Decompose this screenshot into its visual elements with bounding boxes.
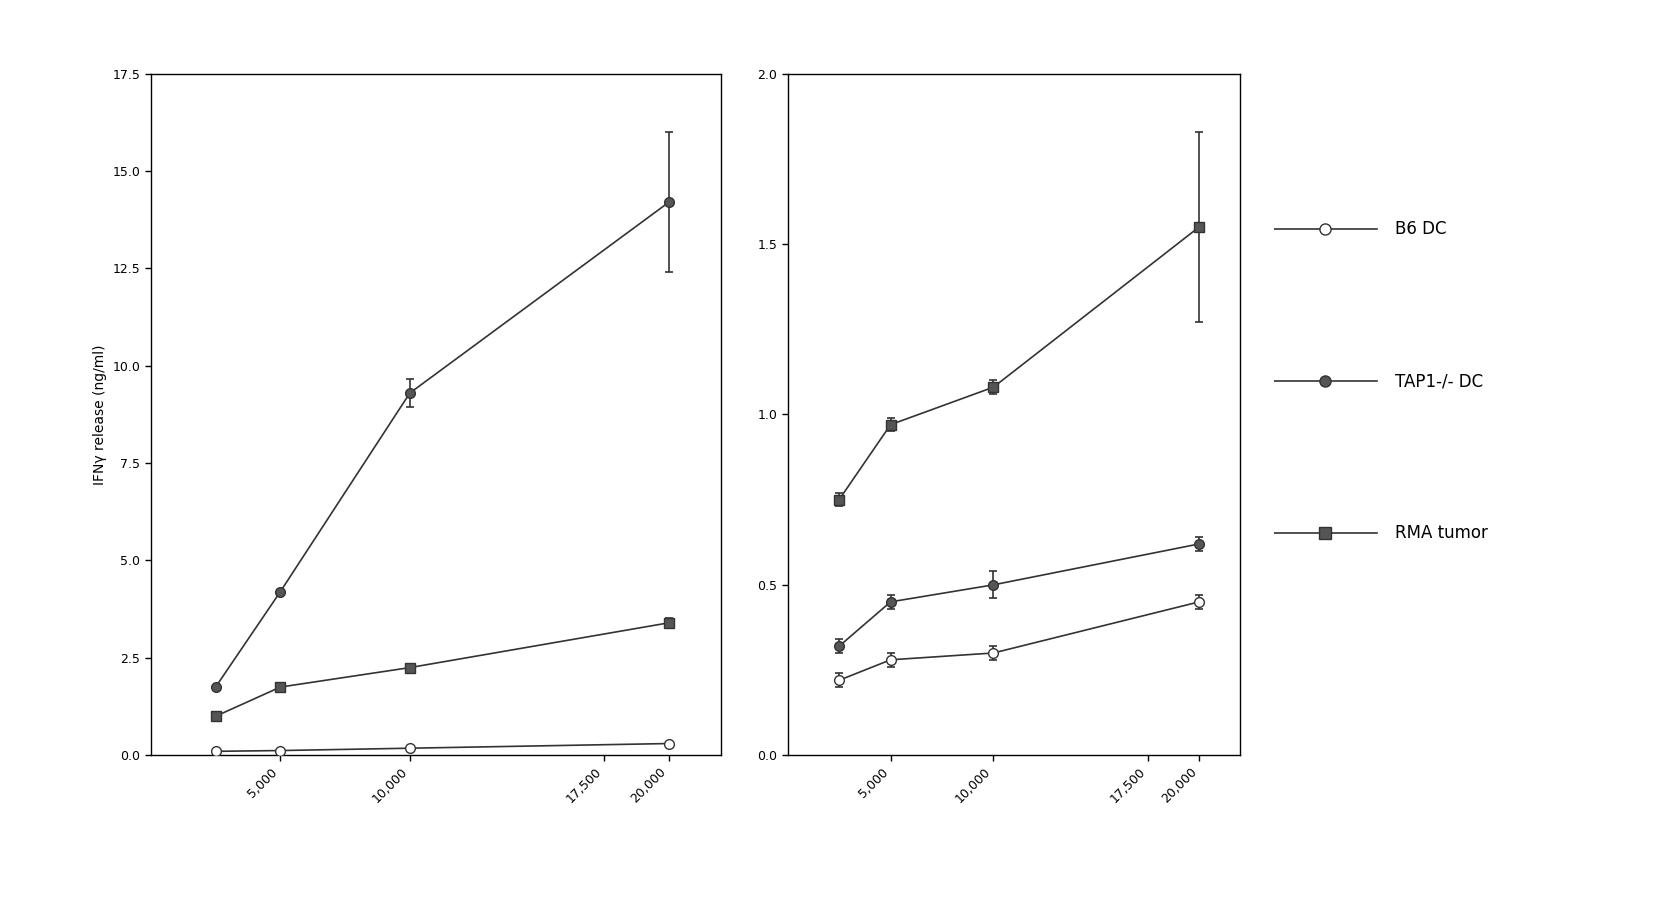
Y-axis label: IFNγ release (ng/ml): IFNγ release (ng/ml) [92, 344, 107, 484]
Text: RMA tumor: RMA tumor [1396, 524, 1488, 542]
Text: B6 DC: B6 DC [1396, 220, 1446, 239]
Text: TAP1-/- DC: TAP1-/- DC [1396, 372, 1483, 391]
